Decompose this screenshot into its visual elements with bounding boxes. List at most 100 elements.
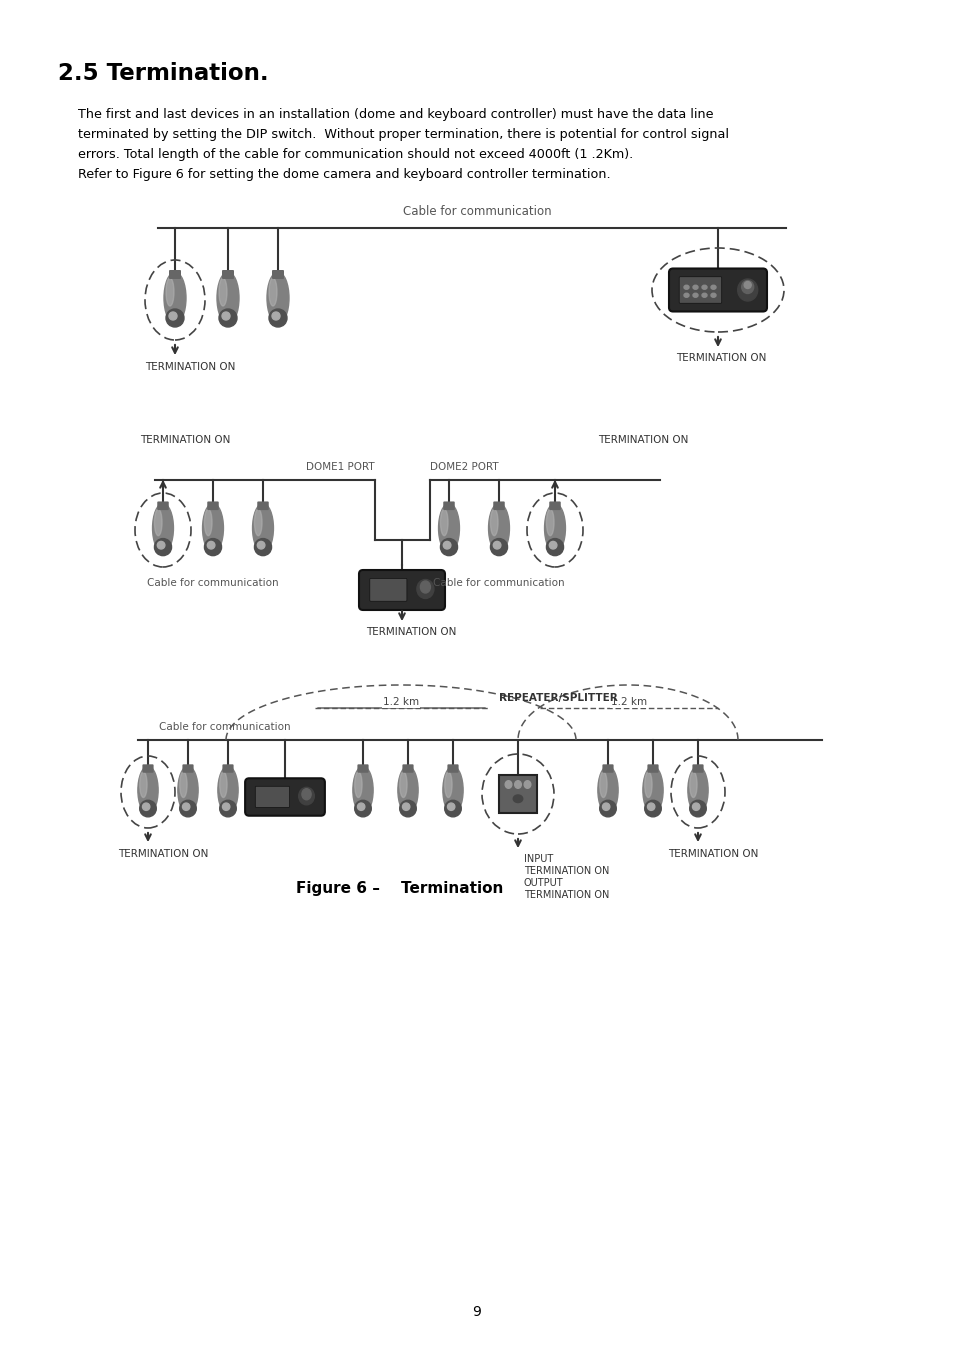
Ellipse shape [267, 271, 289, 324]
Ellipse shape [598, 767, 618, 814]
Ellipse shape [353, 767, 373, 814]
Text: Cable for communication: Cable for communication [433, 578, 564, 589]
Ellipse shape [416, 579, 434, 598]
Ellipse shape [164, 271, 186, 324]
Ellipse shape [207, 541, 214, 549]
FancyBboxPatch shape [692, 764, 703, 772]
Ellipse shape [222, 803, 230, 810]
Ellipse shape [157, 541, 165, 549]
Ellipse shape [177, 767, 198, 814]
Ellipse shape [152, 504, 173, 552]
FancyBboxPatch shape [157, 501, 169, 510]
Text: TERMINATION ON: TERMINATION ON [140, 435, 230, 446]
Text: 1.2 km: 1.2 km [610, 697, 646, 707]
Ellipse shape [444, 772, 452, 798]
Ellipse shape [219, 309, 236, 327]
FancyBboxPatch shape [447, 764, 458, 772]
Ellipse shape [217, 767, 238, 814]
Ellipse shape [737, 279, 757, 301]
FancyBboxPatch shape [257, 501, 269, 510]
Ellipse shape [642, 767, 662, 814]
Ellipse shape [692, 285, 698, 289]
Text: TERMINATION ON: TERMINATION ON [598, 435, 688, 446]
Ellipse shape [166, 309, 184, 327]
Ellipse shape [447, 803, 455, 810]
Text: TERMINATION ON: TERMINATION ON [523, 865, 609, 876]
Ellipse shape [701, 293, 706, 297]
Ellipse shape [216, 271, 239, 324]
FancyBboxPatch shape [402, 764, 414, 772]
Ellipse shape [179, 772, 187, 798]
Ellipse shape [692, 293, 698, 297]
FancyBboxPatch shape [647, 764, 658, 772]
Text: Figure 6 –    Termination: Figure 6 – Termination [296, 880, 503, 895]
Text: DOME2 PORT: DOME2 PORT [430, 462, 498, 472]
Text: Refer to Figure 6 for setting the dome camera and keyboard controller terminatio: Refer to Figure 6 for setting the dome c… [78, 167, 610, 181]
Ellipse shape [443, 541, 451, 549]
Ellipse shape [644, 772, 652, 798]
Ellipse shape [222, 312, 230, 320]
Ellipse shape [204, 539, 221, 556]
Ellipse shape [740, 281, 753, 293]
FancyBboxPatch shape [142, 764, 153, 772]
Ellipse shape [692, 803, 700, 810]
Ellipse shape [513, 795, 522, 802]
Ellipse shape [743, 282, 750, 289]
Ellipse shape [549, 541, 557, 549]
FancyBboxPatch shape [222, 270, 233, 279]
Ellipse shape [269, 278, 276, 306]
FancyBboxPatch shape [245, 779, 325, 815]
Ellipse shape [298, 787, 314, 805]
Ellipse shape [546, 509, 554, 536]
Ellipse shape [139, 772, 147, 798]
Ellipse shape [420, 580, 430, 593]
Ellipse shape [442, 767, 462, 814]
Text: REPEATER/SPLITTER: REPEATER/SPLITTER [498, 693, 618, 703]
Ellipse shape [710, 293, 716, 297]
FancyBboxPatch shape [169, 270, 181, 279]
Text: 2.5 Termination.: 2.5 Termination. [58, 62, 269, 85]
Ellipse shape [523, 780, 530, 788]
Ellipse shape [169, 312, 177, 320]
FancyBboxPatch shape [358, 570, 444, 610]
Text: Cable for communication: Cable for communication [159, 722, 291, 732]
FancyBboxPatch shape [357, 764, 368, 772]
Text: Cable for communication: Cable for communication [147, 578, 278, 589]
FancyBboxPatch shape [601, 764, 613, 772]
Ellipse shape [438, 504, 459, 552]
Text: errors. Total length of the cable for communication should not exceed 4000ft (1 : errors. Total length of the cable for co… [78, 148, 633, 161]
Ellipse shape [490, 509, 497, 536]
Ellipse shape [493, 541, 500, 549]
Text: DOME1 PORT: DOME1 PORT [306, 462, 375, 472]
Text: TERMINATION ON: TERMINATION ON [366, 626, 456, 637]
Text: INPUT: INPUT [523, 855, 553, 864]
Ellipse shape [301, 788, 311, 799]
Ellipse shape [544, 504, 565, 552]
Ellipse shape [269, 309, 287, 327]
Ellipse shape [182, 803, 190, 810]
FancyBboxPatch shape [443, 501, 455, 510]
Text: TERMINATION ON: TERMINATION ON [523, 890, 609, 900]
FancyBboxPatch shape [272, 270, 284, 279]
Ellipse shape [514, 780, 520, 788]
Ellipse shape [488, 504, 509, 552]
Ellipse shape [689, 772, 697, 798]
Ellipse shape [689, 801, 705, 817]
Text: TERMINATION ON: TERMINATION ON [667, 849, 758, 859]
Ellipse shape [683, 285, 688, 289]
Ellipse shape [254, 539, 272, 556]
Text: 1.2 km: 1.2 km [382, 697, 418, 707]
Ellipse shape [204, 509, 212, 536]
FancyBboxPatch shape [668, 269, 766, 312]
Ellipse shape [644, 801, 660, 817]
Ellipse shape [440, 539, 457, 556]
Ellipse shape [138, 767, 158, 814]
FancyBboxPatch shape [255, 786, 290, 807]
Ellipse shape [402, 803, 410, 810]
Text: The first and last devices in an installation (dome and keyboard controller) mus: The first and last devices in an install… [78, 108, 713, 122]
FancyBboxPatch shape [498, 775, 537, 813]
Ellipse shape [253, 504, 274, 552]
Ellipse shape [166, 278, 173, 306]
Text: 9: 9 [472, 1305, 481, 1319]
Ellipse shape [179, 801, 196, 817]
